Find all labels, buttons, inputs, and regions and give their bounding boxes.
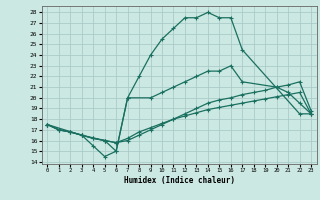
- X-axis label: Humidex (Indice chaleur): Humidex (Indice chaleur): [124, 176, 235, 185]
